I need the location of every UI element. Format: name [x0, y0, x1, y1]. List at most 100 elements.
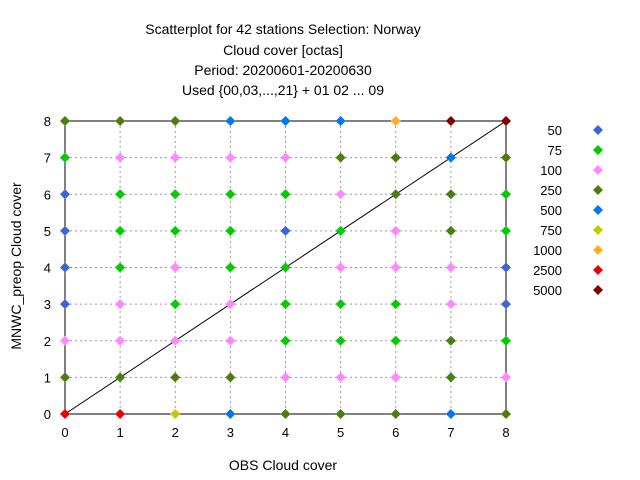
- y-axis-label: MNWC_preop Cloud cover: [8, 182, 24, 350]
- data-point: [225, 152, 236, 163]
- data-point: [170, 152, 181, 163]
- data-point: [390, 299, 401, 310]
- data-point: [501, 335, 511, 346]
- data-point: [115, 335, 126, 346]
- legend-marker: [593, 145, 603, 155]
- data-point: [115, 262, 126, 273]
- data-point: [335, 262, 346, 273]
- x-tick-label: 3: [227, 425, 234, 440]
- x-tick-label: 6: [392, 425, 399, 440]
- data-point: [170, 335, 181, 346]
- data-point: [390, 335, 401, 346]
- title-line-1: Scatterplot for 42 stations Selection: N…: [145, 21, 420, 37]
- data-point: [225, 372, 236, 383]
- legend-label: 500: [540, 203, 562, 218]
- data-point: [60, 372, 70, 383]
- data-point: [115, 299, 126, 310]
- y-tick-label: 3: [44, 297, 51, 312]
- data-point: [390, 116, 401, 126]
- legend-label: 1000: [533, 243, 562, 258]
- data-point: [445, 152, 456, 163]
- data-point: [390, 372, 401, 383]
- data-point: [225, 262, 236, 273]
- data-point: [501, 372, 511, 383]
- y-tick-label: 4: [44, 261, 51, 276]
- data-point: [280, 372, 291, 383]
- x-tick-label: 7: [447, 425, 454, 440]
- data-point: [445, 299, 456, 310]
- data-point: [115, 225, 126, 236]
- y-tick-label: 8: [44, 114, 51, 129]
- data-point: [115, 116, 126, 126]
- y-tick-label: 1: [44, 370, 51, 385]
- data-point: [170, 299, 181, 310]
- legend-marker: [593, 185, 603, 195]
- legend-label: 750: [540, 223, 562, 238]
- data-point: [225, 189, 236, 200]
- data-point: [115, 372, 126, 383]
- data-point: [60, 116, 70, 126]
- data-point: [280, 409, 291, 419]
- legend-marker: [593, 285, 603, 295]
- data-point: [445, 262, 456, 273]
- data-point: [335, 152, 346, 163]
- data-point: [501, 299, 511, 310]
- legend-marker: [593, 125, 603, 135]
- data-point: [501, 189, 511, 200]
- x-tick-label: 1: [117, 425, 124, 440]
- legend-label: 50: [548, 123, 562, 138]
- data-point: [280, 262, 291, 273]
- chart-title: Scatterplot for 42 stations Selection: N…: [145, 21, 420, 98]
- data-point: [170, 262, 181, 273]
- data-point: [170, 116, 181, 126]
- data-point: [170, 189, 181, 200]
- legend-label: 100: [540, 163, 562, 178]
- data-point: [445, 225, 456, 236]
- legend-label: 250: [540, 183, 562, 198]
- x-tick-label: 8: [502, 425, 509, 440]
- data-point: [115, 152, 126, 163]
- data-point: [60, 189, 70, 200]
- data-point: [280, 299, 291, 310]
- data-point: [390, 189, 401, 200]
- x-axis-label: OBS Cloud cover: [229, 457, 337, 473]
- data-point: [60, 152, 70, 163]
- data-point: [335, 189, 346, 200]
- x-tick-label: 2: [172, 425, 179, 440]
- data-point: [335, 116, 346, 126]
- legend-marker: [593, 165, 603, 175]
- y-tick-label: 0: [44, 407, 51, 422]
- data-point: [225, 225, 236, 236]
- title-line-2: Cloud cover [octas]: [223, 42, 343, 58]
- title-line-3: Period: 20200601-20200630: [194, 62, 372, 78]
- data-point: [170, 372, 181, 383]
- data-point: [225, 116, 236, 126]
- data-point: [501, 225, 511, 236]
- data-point: [115, 189, 126, 200]
- data-point: [390, 225, 401, 236]
- x-tick-label: 0: [61, 425, 68, 440]
- data-point: [445, 409, 456, 419]
- y-tick-label: 7: [44, 151, 51, 166]
- data-point: [225, 409, 236, 419]
- data-point: [280, 225, 291, 236]
- data-point: [60, 409, 70, 419]
- legend-marker: [593, 245, 603, 255]
- data-point: [390, 262, 401, 273]
- legend-marker: [593, 205, 603, 215]
- data-point: [335, 409, 346, 419]
- data-point: [170, 409, 181, 419]
- data-point: [280, 335, 291, 346]
- data-point: [115, 409, 126, 419]
- data-point: [335, 299, 346, 310]
- data-point: [170, 225, 181, 236]
- y-tick-label: 6: [44, 187, 51, 202]
- data-point: [280, 152, 291, 163]
- x-tick-label: 4: [282, 425, 289, 440]
- data-point: [445, 372, 456, 383]
- data-point: [501, 152, 511, 163]
- data-points: [60, 116, 511, 419]
- data-point: [335, 225, 346, 236]
- title-line-4: Used {00,03,...,21} + 01 02 ... 09: [182, 82, 384, 98]
